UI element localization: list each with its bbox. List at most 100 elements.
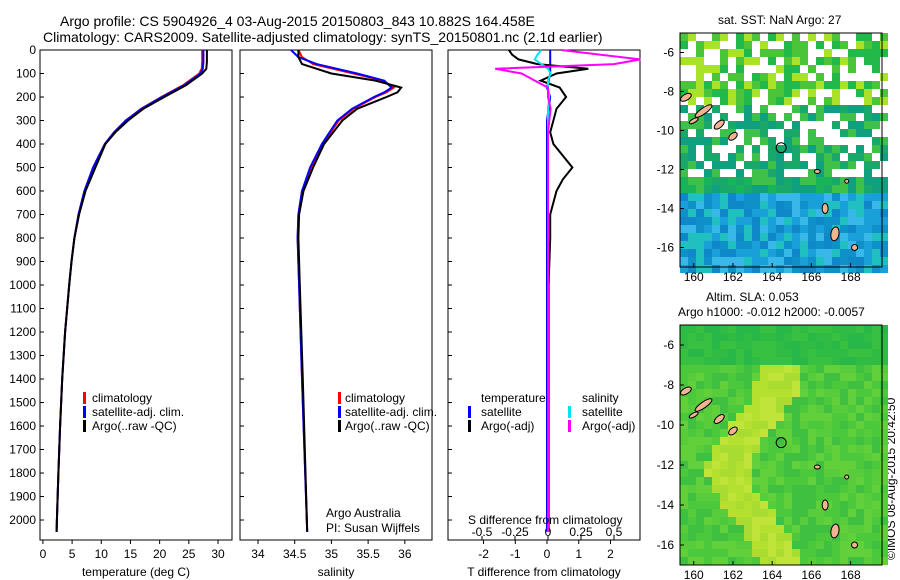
map-cell	[752, 453, 760, 461]
map-cell	[808, 241, 816, 249]
map-cell	[720, 137, 728, 145]
map-cell	[800, 161, 808, 169]
map-cell	[872, 389, 880, 397]
map-cell	[856, 89, 864, 97]
map-cell	[680, 429, 688, 437]
map-cell	[784, 49, 792, 57]
map-cell	[720, 381, 728, 389]
map-cell	[856, 493, 864, 501]
map-cell	[856, 333, 864, 341]
map-cell	[864, 225, 872, 233]
map-cell	[792, 249, 800, 257]
map-cell	[816, 73, 824, 81]
map-cell	[760, 469, 768, 477]
map-cell	[688, 501, 696, 509]
map-cell	[712, 405, 720, 413]
map-cell	[824, 233, 832, 241]
map-cell	[728, 549, 736, 557]
map-cell	[824, 437, 832, 445]
map-cell	[792, 65, 800, 73]
lat-tick-label: -16	[657, 538, 675, 552]
map-cell	[768, 73, 776, 81]
map-cell	[792, 233, 800, 241]
map-cell	[792, 341, 800, 349]
map-cell	[696, 397, 704, 405]
map-cell	[776, 225, 784, 233]
map-cell	[872, 121, 880, 129]
map-cell	[768, 389, 776, 397]
map-cell	[728, 373, 736, 381]
map-cell	[856, 397, 864, 405]
map-cell	[800, 333, 808, 341]
map-cell	[856, 129, 864, 137]
map-cell	[696, 185, 704, 193]
legend-label-climatology: climatology	[345, 391, 405, 405]
map-cell	[784, 397, 792, 405]
map-cell	[832, 73, 840, 81]
map-cell	[792, 405, 800, 413]
map-cell	[832, 241, 840, 249]
map-cell	[688, 405, 696, 413]
map-cell	[768, 185, 776, 193]
map-cell	[792, 129, 800, 137]
map-cell	[688, 453, 696, 461]
map-cell	[752, 429, 760, 437]
map-cell	[752, 129, 760, 137]
map-cell	[704, 549, 712, 557]
map-cell	[712, 217, 720, 225]
map-cell	[704, 121, 712, 129]
map-cell	[800, 405, 808, 413]
map-cell	[696, 65, 704, 73]
map-cell	[840, 541, 848, 549]
map-cell	[776, 145, 784, 153]
map-cell	[848, 525, 856, 533]
map-cell	[784, 373, 792, 381]
map-cell	[816, 257, 824, 265]
map-cell	[704, 421, 712, 429]
map-cell	[744, 249, 752, 257]
map-cell	[776, 533, 784, 541]
map-cell	[832, 397, 840, 405]
map-cell	[736, 325, 744, 333]
map-cell	[744, 349, 752, 357]
map-cell	[760, 501, 768, 509]
map-cell	[872, 517, 880, 525]
map-cell	[784, 477, 792, 485]
map-cell	[784, 421, 792, 429]
map-cell	[680, 517, 688, 525]
map-cell	[776, 257, 784, 265]
map-cell	[808, 381, 816, 389]
map-cell	[736, 501, 744, 509]
map-cell	[856, 201, 864, 209]
map-cell	[880, 33, 888, 41]
map-cell	[864, 541, 872, 549]
map-cell	[704, 137, 712, 145]
map-cell	[864, 477, 872, 485]
map-cell	[744, 217, 752, 225]
map-cell	[792, 241, 800, 249]
map-cell	[776, 461, 784, 469]
map-cell	[736, 445, 744, 453]
map-cell	[840, 105, 848, 113]
map-cell	[824, 241, 832, 249]
map-cell	[808, 193, 816, 201]
map-cell	[784, 129, 792, 137]
map-cell	[824, 493, 832, 501]
map-cell	[824, 225, 832, 233]
map-cell	[816, 373, 824, 381]
map-cell	[704, 357, 712, 365]
map-cell	[848, 333, 856, 341]
map-cell	[704, 509, 712, 517]
map-cell	[848, 373, 856, 381]
map-cell	[840, 373, 848, 381]
map-cell	[784, 485, 792, 493]
map-cell	[864, 525, 872, 533]
map-cell	[856, 249, 864, 257]
map-cell	[856, 217, 864, 225]
map-cell	[688, 493, 696, 501]
map-cell	[712, 233, 720, 241]
map-cell	[736, 105, 744, 113]
map-cell	[848, 485, 856, 493]
map-cell	[800, 389, 808, 397]
map-cell	[720, 469, 728, 477]
